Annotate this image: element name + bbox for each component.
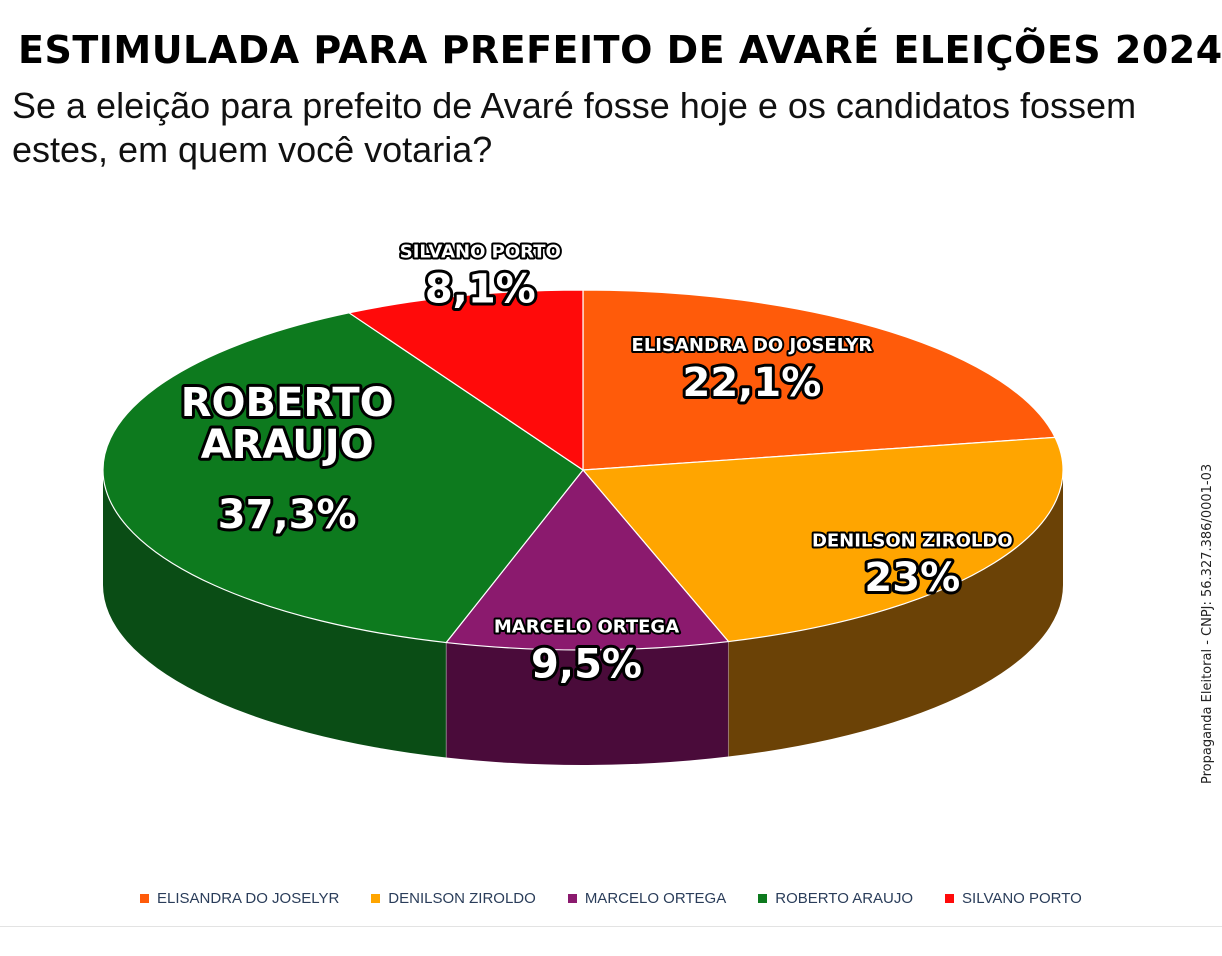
legend-item: ELISANDRA DO JOSELYR	[140, 890, 339, 907]
chart-title: ESTIMULADA PARA PREFEITO DE AVARÉ ELEIÇÕ…	[18, 28, 1198, 72]
legend-swatch	[758, 894, 767, 903]
legend-swatch	[945, 894, 954, 903]
legend-label: SILVANO PORTO	[962, 890, 1082, 907]
slice-name-label: ARAUJO	[201, 422, 374, 468]
slice-name-label: ELISANDRA DO JOSELYR	[632, 335, 873, 356]
legend-label: ROBERTO ARAUJO	[775, 890, 913, 907]
slice-value-label: 22,1%	[683, 360, 822, 406]
legend-swatch	[140, 894, 149, 903]
legend-label: DENILSON ZIROLDO	[388, 890, 536, 907]
side-disclaimer: Propaganda Eleitoral - CNPJ: 56.327.386/…	[1200, 464, 1215, 784]
slice-value-label: 23%	[864, 555, 960, 601]
chart-subtitle: Se a eleição para prefeito de Avaré foss…	[12, 84, 1172, 172]
legend-swatch	[371, 894, 380, 903]
chart-legend: ELISANDRA DO JOSELYR DENILSON ZIROLDO MA…	[140, 890, 1082, 907]
bottom-divider	[0, 926, 1222, 927]
slice-name-label: ROBERTO	[181, 380, 394, 426]
legend-item: ROBERTO ARAUJO	[758, 890, 913, 907]
legend-label: MARCELO ORTEGA	[585, 890, 726, 907]
legend-swatch	[568, 894, 577, 903]
slice-name-label: SILVANO PORTO	[400, 242, 561, 263]
slice-value-label: 37,3%	[218, 492, 357, 538]
slice-name-label: MARCELO ORTEGA	[494, 617, 679, 638]
legend-item: DENILSON ZIROLDO	[371, 890, 536, 907]
legend-label: ELISANDRA DO JOSELYR	[157, 890, 339, 907]
slice-name-label: DENILSON ZIROLDO	[812, 530, 1013, 551]
legend-item: SILVANO PORTO	[945, 890, 1082, 907]
legend-item: MARCELO ORTEGA	[568, 890, 726, 907]
slice-value-label: 9,5%	[531, 641, 642, 687]
slice-value-label: 8,1%	[425, 266, 536, 312]
